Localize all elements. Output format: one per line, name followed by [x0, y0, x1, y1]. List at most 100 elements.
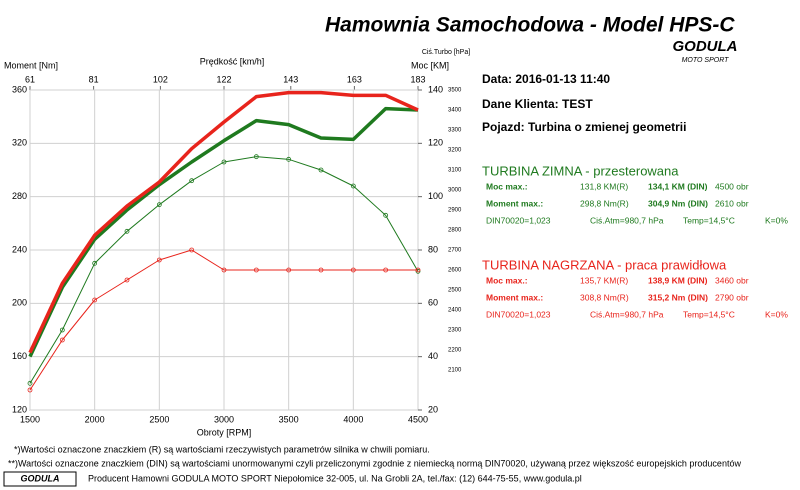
point: [383, 267, 389, 273]
y2-tick-label: 40: [428, 351, 438, 361]
point: [286, 267, 292, 273]
section-cell: Temp=14,5°C: [683, 215, 735, 225]
series-line: [28, 106, 419, 358]
section-cell: 298,8 Nm(R): [580, 198, 629, 208]
x-axis-label: Obroty [RPM]: [197, 427, 252, 437]
point: [156, 202, 162, 208]
y3-tick-label: 3300: [448, 128, 462, 134]
point: [221, 267, 227, 273]
series-line: [29, 156, 419, 384]
section-cell: 138,9 KM (DIN): [648, 275, 708, 285]
section-cell: Moc max.:: [486, 181, 528, 191]
y2-tick-label: 100: [428, 191, 443, 201]
point: [27, 387, 33, 393]
y-axis-label: Moment [Nm]: [4, 60, 58, 70]
x2-axis-label: Prędkość [km/h]: [200, 56, 265, 66]
point: [286, 156, 292, 162]
y3-tick-label: 3100: [448, 168, 462, 174]
x-tick-label: 4500: [408, 414, 428, 424]
section-cell: 134,1 KM (DIN): [648, 181, 708, 191]
point: [350, 183, 356, 189]
point: [318, 267, 324, 273]
point: [124, 228, 130, 234]
section-cell: Ciś.Atm=980,7 hPa: [590, 309, 664, 319]
x-tick-label: 2500: [149, 414, 169, 424]
point: [383, 212, 389, 218]
x2-tick-label: 143: [283, 74, 298, 84]
x2-tick-label: 163: [347, 74, 362, 84]
y-tick-label: 120: [12, 404, 27, 414]
section-cell: 135,7 KM(R): [580, 275, 628, 285]
footer-logo: GODULA: [21, 473, 60, 483]
x-tick-label: 2000: [85, 414, 105, 424]
point: [156, 257, 162, 263]
point: [92, 297, 98, 303]
footer-logo-box: [3, 471, 77, 487]
point: [124, 277, 130, 283]
y3-tick-label: 3500: [448, 88, 462, 94]
point: [253, 267, 259, 273]
section-cell: Moment max.:: [486, 292, 543, 302]
section-cell: 131,8 KM(R): [580, 181, 628, 191]
y3-tick-label: 2300: [448, 328, 462, 334]
series-line: [28, 90, 419, 354]
y3-tick-label: 2200: [448, 348, 462, 354]
footer-note: *)Wartości oznaczone znaczkiem (R) są wa…: [14, 444, 430, 454]
point: [189, 247, 195, 253]
y3-axis-label: Ciś.Turbo [hPa]: [422, 49, 470, 56]
y3-tick-label: 2900: [448, 208, 462, 214]
section-cell: DIN70020=1,023: [486, 215, 551, 225]
point: [92, 260, 98, 266]
footer-note: **)Wartości oznaczone znaczkiem (DIN) są…: [8, 458, 741, 468]
y3-tick-label: 3000: [448, 188, 462, 194]
logo-sub: MOTO SPORT: [682, 57, 730, 64]
point: [253, 154, 259, 160]
x2-tick-label: 81: [89, 74, 99, 84]
section-cell: Moc max.:: [486, 275, 528, 285]
title: Hamownia Samochodowa - Model HPS-C: [325, 14, 735, 37]
footer-producer: Producent Hamowni GODULA MOTO SPORT Niep…: [88, 473, 582, 483]
x2-tick-label: 61: [25, 74, 35, 84]
x2-tick-label: 102: [153, 74, 168, 84]
info-date: Data: 2016-01-13 11:40: [482, 72, 610, 86]
section-cell: 304,9 Nm (DIN): [648, 198, 708, 208]
section-title: TURBINA NAGRZANA - praca prawidłowa: [482, 257, 727, 272]
info-client: Dane Klienta: TEST: [482, 97, 593, 111]
info-vehicle: Pojazd: Turbina o zmienej geometrii: [482, 120, 686, 134]
section-cell: K=0%: [765, 309, 788, 319]
y2-tick-label: 20: [428, 404, 438, 414]
y3-tick-label: 2700: [448, 248, 462, 254]
section-cell: 308,8 Nm(R): [580, 292, 629, 302]
section-cell: Temp=14,5°C: [683, 309, 735, 319]
x2-tick-label: 122: [216, 74, 231, 84]
x-tick-label: 4000: [343, 414, 363, 424]
section-title: TURBINA ZIMNA - przesterowana: [482, 163, 679, 178]
y-tick-label: 320: [12, 138, 27, 148]
section-cell: Ciś.Atm=980,7 hPa: [590, 215, 664, 225]
y3-tick-label: 2600: [448, 268, 462, 274]
point: [415, 268, 421, 274]
point: [415, 267, 421, 273]
point: [189, 178, 195, 184]
y3-tick-label: 2100: [448, 368, 462, 374]
section-cell: 4500 obr: [715, 181, 749, 191]
point: [27, 380, 33, 386]
point: [59, 327, 65, 333]
y-tick-label: 360: [12, 84, 27, 94]
y-tick-label: 280: [12, 191, 27, 201]
section-cell: DIN70020=1,023: [486, 309, 551, 319]
point: [221, 159, 227, 165]
section-cell: 2790 obr: [715, 292, 749, 302]
y3-tick-label: 2400: [448, 308, 462, 314]
x2-tick-label: 183: [410, 74, 425, 84]
x-tick-label: 3000: [214, 414, 234, 424]
y3-tick-label: 2800: [448, 228, 462, 234]
section-cell: K=0%: [765, 215, 788, 225]
logo: GODULA: [673, 38, 738, 55]
y2-tick-label: 80: [428, 244, 438, 254]
point: [318, 167, 324, 173]
section-cell: 315,2 Nm (DIN): [648, 292, 708, 302]
point: [350, 267, 356, 273]
y-tick-label: 200: [12, 298, 27, 308]
